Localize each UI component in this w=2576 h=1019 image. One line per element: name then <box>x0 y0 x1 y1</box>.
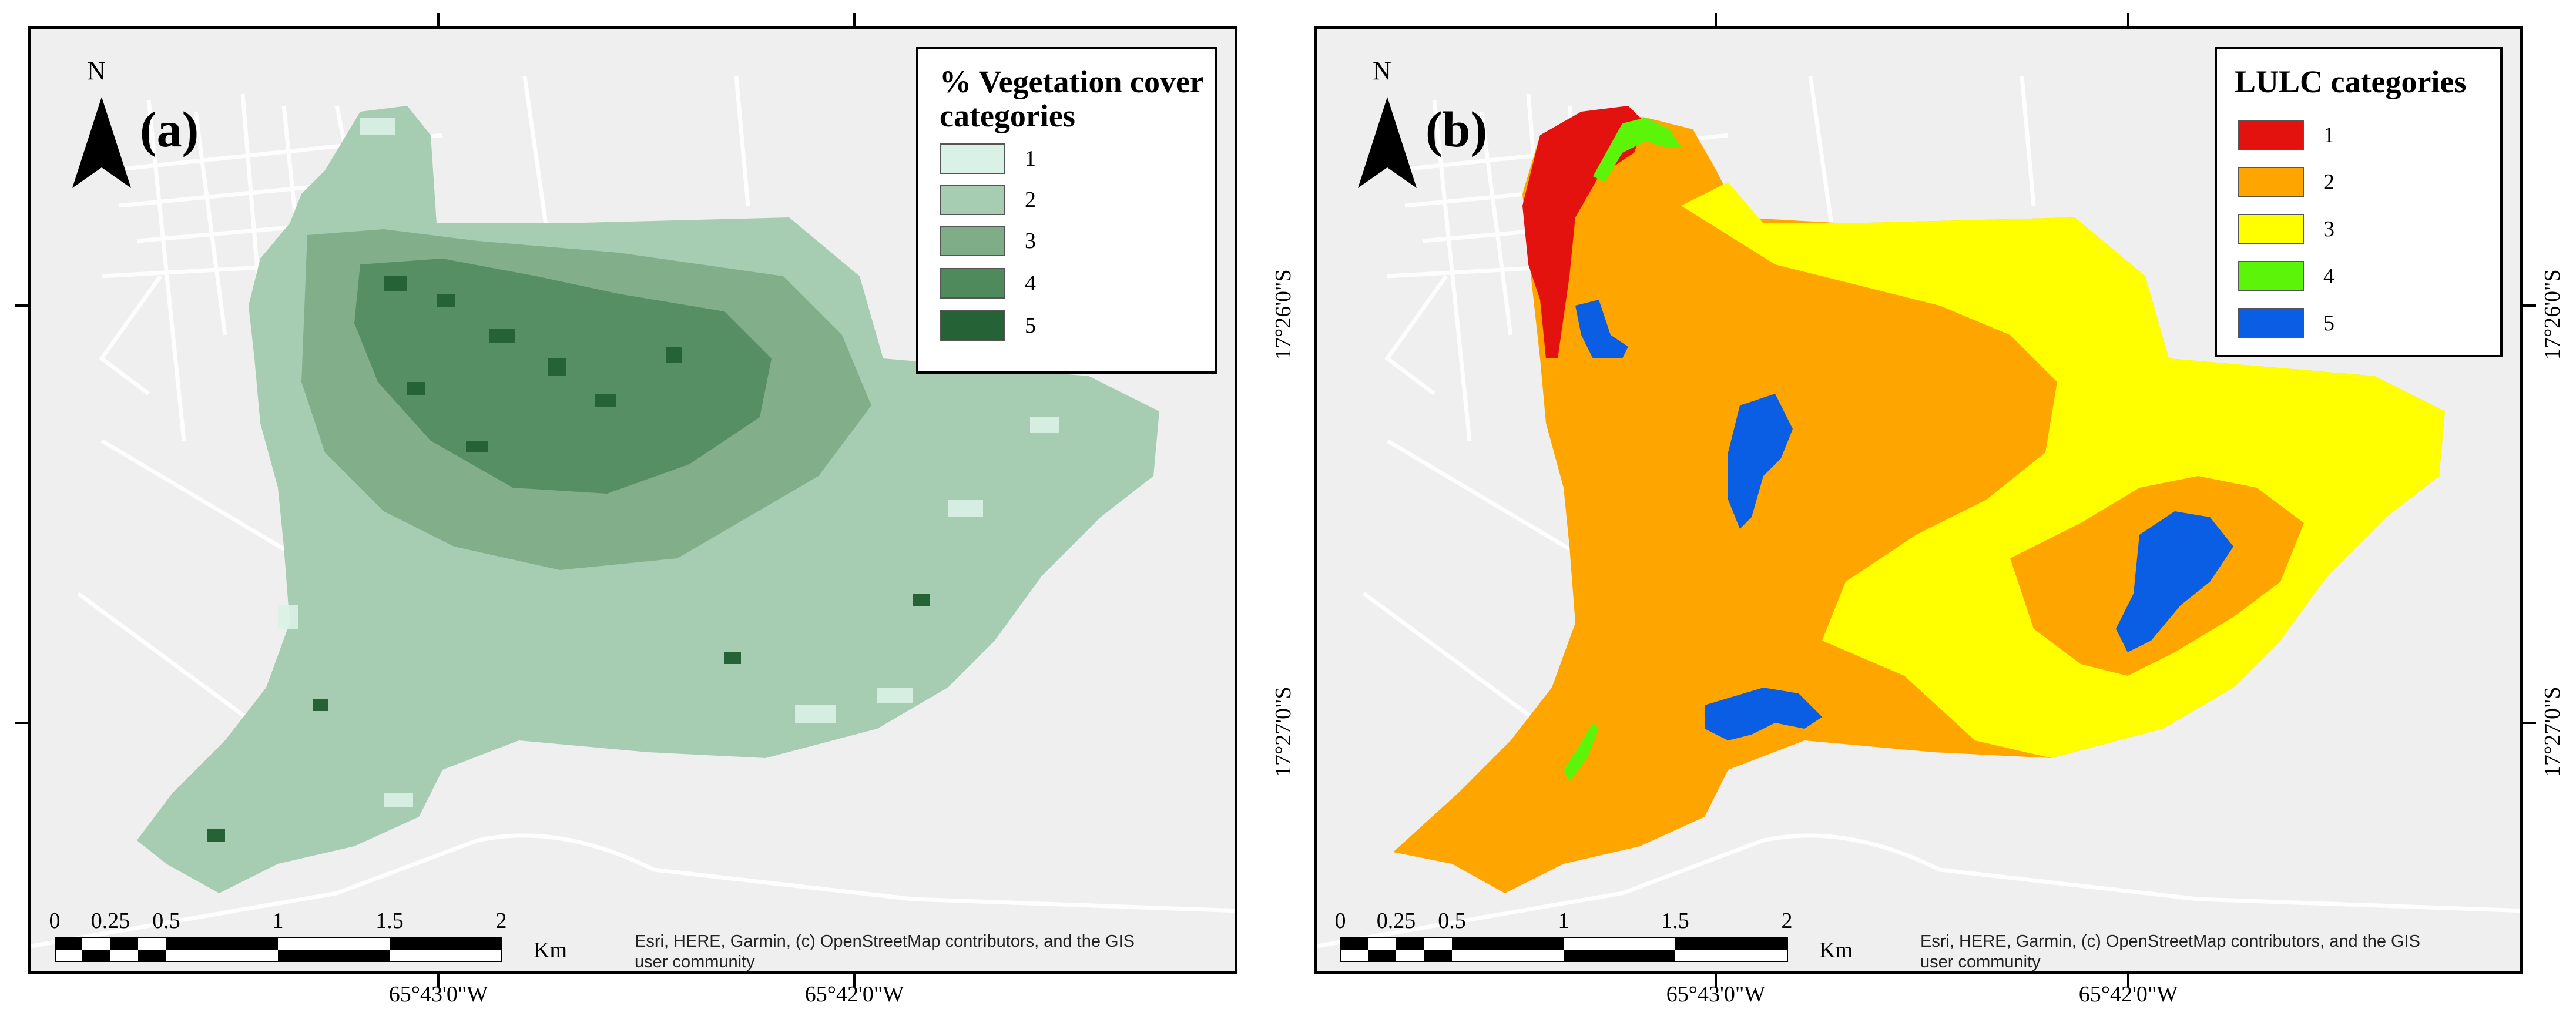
scale-bar-graphic-a <box>55 937 502 962</box>
lon-label-a-1: 65°43'0"W <box>388 982 488 1007</box>
legend-title-b: LULC categories <box>2235 64 2467 99</box>
map-panel-b: N (b) LULC categories 1 2 3 4 5 0 0.25 0… <box>1314 26 2523 974</box>
lat-label-a-2: 17°27'0"S <box>1271 686 1296 777</box>
lon-label-b-1: 65°43'0"W <box>1666 982 1766 1007</box>
lon-label-b-2: 65°42'0"W <box>2078 982 2178 1007</box>
lat-label-b-1: 17°26'0"S <box>2540 269 2565 360</box>
graticule-tick <box>15 722 29 724</box>
lon-label-a-2: 65°42'0"W <box>804 982 904 1007</box>
basemap-b <box>1317 76 2520 948</box>
lulc-class-4-north <box>1593 118 1681 182</box>
graticule-tick <box>437 13 440 27</box>
legend-a: % Vegetation cover categories 1 2 3 4 5 <box>916 47 1217 374</box>
scale-bar-graphic-b <box>1340 937 1788 962</box>
graticule-tick <box>15 304 29 307</box>
legend-swatch-a-3 <box>940 226 1005 256</box>
legend-title-a: % Vegetation cover categories <box>940 64 1203 133</box>
attribution-b: Esri, HERE, Garmin, (c) OpenStreetMap co… <box>1920 932 2420 971</box>
graticule-tick <box>853 973 856 987</box>
north-label-b: N <box>1373 56 1391 85</box>
graticule-tick <box>2522 722 2536 724</box>
graticule-tick <box>1715 973 1717 987</box>
basemap-a <box>31 76 1235 948</box>
north-arrow-icon <box>72 97 131 188</box>
graticule-tick <box>1715 13 1717 27</box>
graticule-tick <box>853 13 856 27</box>
legend-swatch-b-2 <box>2238 167 2304 197</box>
legend-swatch-a-2 <box>940 185 1005 215</box>
north-label-a: N <box>87 56 106 85</box>
legend-swatch-a-1 <box>940 143 1005 174</box>
scalebar-a: 0 0.25 0.5 1 1.5 2 Km <box>49 909 568 963</box>
scalebar-b: 0 0.25 0.5 1 1.5 2 Km <box>1334 909 1853 963</box>
legend-swatch-b-5 <box>2238 308 2304 338</box>
legend-swatch-a-5 <box>940 310 1005 341</box>
north-arrow-icon <box>1358 97 1417 188</box>
map-panel-a: N (a) % Vegetation cover categories 1 2 … <box>28 26 1237 974</box>
lulc-class-4-south <box>1564 723 1599 782</box>
veg-sparse-patches <box>278 118 1059 807</box>
panel-letter-a: (a) <box>140 101 199 157</box>
graticule-tick <box>2127 973 2129 987</box>
lulc-class-1 <box>1522 106 1646 358</box>
legend-b: LULC categories 1 2 3 4 5 <box>2215 47 2503 357</box>
legend-swatch-b-1 <box>2238 120 2304 150</box>
panel-letter-b: (b) <box>1425 101 1488 157</box>
legend-swatch-a-4 <box>940 268 1005 299</box>
lulc-class-5 <box>1575 300 2233 740</box>
legend-swatch-b-4 <box>2238 261 2304 291</box>
veg-dense-patches <box>207 276 930 842</box>
graticule-tick <box>437 973 440 987</box>
lat-label-a-1: 17°26'0"S <box>1271 269 1296 360</box>
legend-swatch-b-3 <box>2238 214 2304 244</box>
lulc-class-3 <box>1681 182 2445 758</box>
attribution-a: Esri, HERE, Garmin, (c) OpenStreetMap co… <box>635 932 1135 971</box>
lat-label-b-2: 17°27'0"S <box>2540 686 2565 777</box>
graticule-tick <box>2522 304 2536 307</box>
graticule-tick <box>2127 13 2129 27</box>
